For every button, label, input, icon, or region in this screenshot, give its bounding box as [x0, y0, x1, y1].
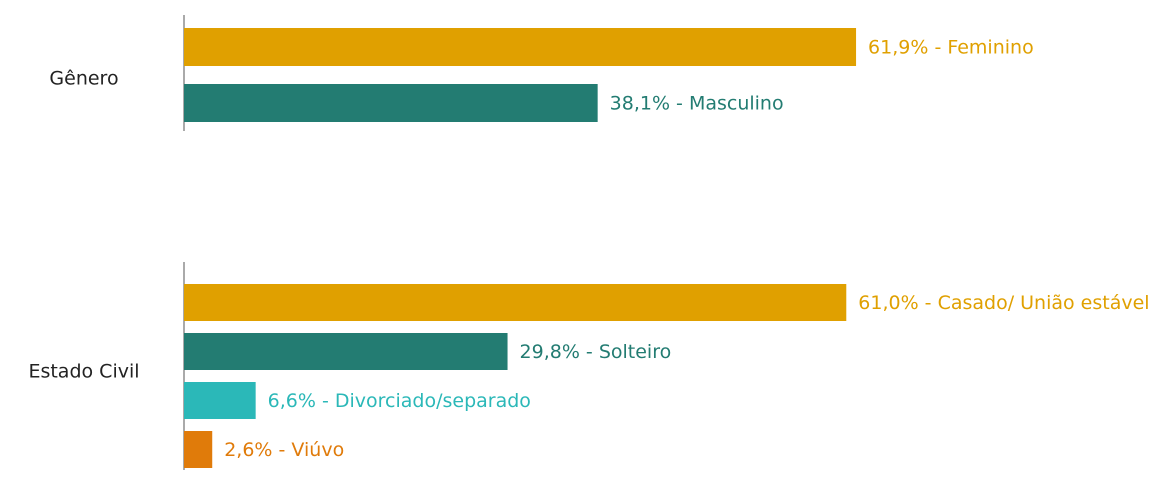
bar — [184, 382, 256, 419]
value-label: 61,9% - Feminino — [868, 37, 1034, 59]
value-label: 61,0% - Casado/ União estável — [858, 292, 1149, 314]
value-label: 2,6% - Viúvo — [224, 439, 344, 461]
group-label: Estado Civil — [28, 361, 139, 383]
bar — [184, 28, 857, 66]
value-label: 29,8% - Solteiro — [520, 341, 672, 363]
bar — [184, 333, 508, 370]
value-label: 6,6% - Divorciado/separado — [268, 390, 531, 412]
bar — [184, 284, 847, 321]
value-label: 38,1% - Masculino — [610, 93, 784, 115]
group-label: Gênero — [49, 68, 118, 90]
bar — [184, 431, 213, 468]
bar — [184, 84, 598, 122]
